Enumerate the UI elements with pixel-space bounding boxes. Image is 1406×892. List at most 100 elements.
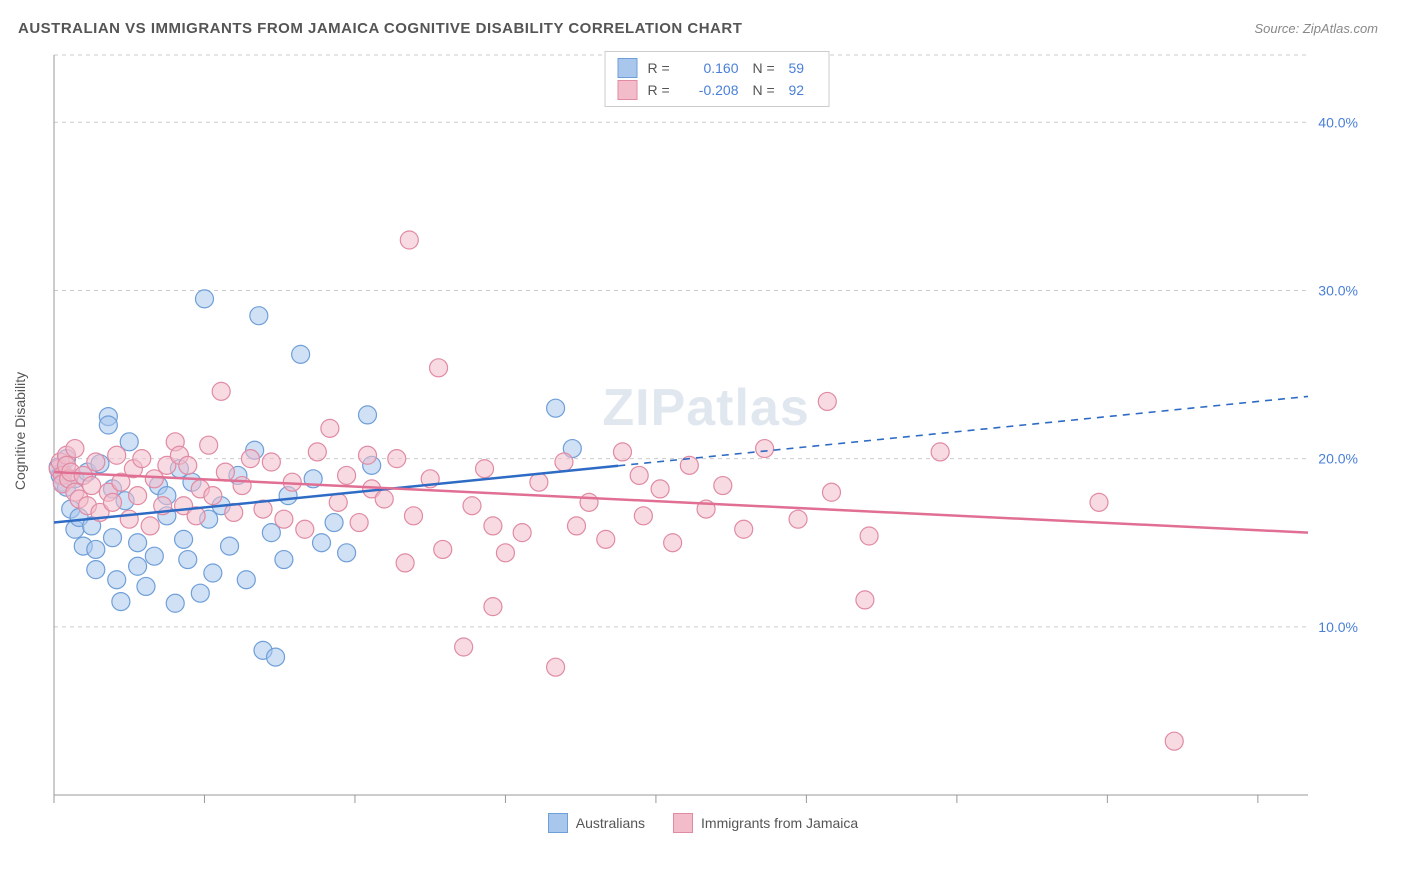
jamaica-point — [83, 477, 101, 495]
source-label: Source: ZipAtlas.com — [1254, 21, 1378, 36]
jamaica-swatch-icon — [673, 813, 693, 833]
jamaica-point — [350, 514, 368, 532]
australians-point — [221, 537, 239, 555]
jamaica-point — [87, 453, 105, 471]
australians-point — [313, 534, 331, 552]
jamaica-point — [212, 382, 230, 400]
jamaica-point — [664, 534, 682, 552]
legend-row-jamaica: R = -0.208 N = 92 — [618, 79, 817, 101]
jamaica-point — [735, 520, 753, 538]
jamaica-point — [568, 517, 586, 535]
australians-point — [99, 416, 117, 434]
australians-point — [275, 551, 293, 569]
australians-point — [129, 534, 147, 552]
jamaica-point — [216, 463, 234, 481]
jamaica-point — [388, 450, 406, 468]
svg-text:40.0%: 40.0% — [1318, 114, 1358, 130]
australians-point — [237, 571, 255, 589]
australians-swatch — [618, 58, 638, 78]
australians-point — [137, 577, 155, 595]
n-value: 59 — [789, 60, 817, 76]
jamaica-point — [375, 490, 393, 508]
jamaica-point — [396, 554, 414, 572]
jamaica-point — [404, 507, 422, 525]
jamaica-point — [860, 527, 878, 545]
australians-point — [204, 564, 222, 582]
australians-point — [250, 307, 268, 325]
jamaica-point — [756, 440, 774, 458]
svg-text:10.0%: 10.0% — [1318, 619, 1358, 635]
scatter-chart: 10.0%20.0%30.0%40.0%0.0%30.0%ZIPatlas — [48, 51, 1368, 811]
legend-label: Australians — [576, 815, 645, 831]
jamaica-point — [651, 480, 669, 498]
n-value: 92 — [789, 82, 817, 98]
australians-point — [175, 530, 193, 548]
jamaica-point — [430, 359, 448, 377]
jamaica-point — [262, 453, 280, 471]
jamaica-point — [141, 517, 159, 535]
australians-point — [166, 594, 184, 612]
jamaica-point — [634, 507, 652, 525]
jamaica-point — [555, 453, 573, 471]
jamaica-trendline — [54, 472, 1308, 533]
jamaica-point — [108, 446, 126, 464]
jamaica-point — [204, 487, 222, 505]
jamaica-point — [129, 487, 147, 505]
correlation-legend: R =0.160N =59R =-0.208N =92 — [605, 51, 830, 107]
jamaica-point — [580, 493, 598, 511]
australians-point — [359, 406, 377, 424]
jamaica-point — [822, 483, 840, 501]
r-value: -0.208 — [684, 82, 739, 98]
jamaica-point — [513, 524, 531, 542]
jamaica-point — [321, 419, 339, 437]
australians-point — [292, 345, 310, 363]
r-label: R = — [648, 82, 674, 98]
jamaica-point — [1165, 732, 1183, 750]
jamaica-point — [338, 466, 356, 484]
legend-item-jamaica: Immigrants from Jamaica — [673, 813, 858, 833]
jamaica-point — [818, 392, 836, 410]
legend-row-australians: R =0.160N =59 — [618, 57, 817, 79]
chart-area: Cognitive Disability 10.0%20.0%30.0%40.0… — [48, 51, 1386, 811]
jamaica-point — [496, 544, 514, 562]
jamaica-point — [66, 440, 84, 458]
n-label: N = — [753, 82, 779, 98]
svg-text:ZIPatlas: ZIPatlas — [602, 379, 809, 437]
svg-text:20.0%: 20.0% — [1318, 451, 1358, 467]
svg-text:30.0%: 30.0% — [1318, 282, 1358, 298]
australians-point — [338, 544, 356, 562]
jamaica-point — [104, 493, 122, 511]
chart-title: AUSTRALIAN VS IMMIGRANTS FROM JAMAICA CO… — [18, 20, 742, 37]
australians-point — [267, 648, 285, 666]
australians-point — [547, 399, 565, 417]
jamaica-point — [931, 443, 949, 461]
jamaica-point — [714, 477, 732, 495]
n-label: N = — [753, 60, 779, 76]
australians-point — [179, 551, 197, 569]
australians-point — [145, 547, 163, 565]
australians-point — [112, 593, 130, 611]
jamaica-point — [476, 460, 494, 478]
r-label: R = — [648, 60, 674, 76]
australians-point — [129, 557, 147, 575]
jamaica-point — [296, 520, 314, 538]
jamaica-swatch — [618, 80, 638, 100]
australians-point — [108, 571, 126, 589]
jamaica-point — [233, 477, 251, 495]
jamaica-point — [597, 530, 615, 548]
jamaica-point — [484, 517, 502, 535]
legend-item-australians: Australians — [548, 813, 645, 833]
jamaica-point — [856, 591, 874, 609]
jamaica-point — [530, 473, 548, 491]
australians-point — [191, 584, 209, 602]
jamaica-point — [630, 466, 648, 484]
jamaica-point — [484, 598, 502, 616]
australians-point — [104, 529, 122, 547]
jamaica-point — [613, 443, 631, 461]
australians-point — [325, 514, 343, 532]
y-axis-label: Cognitive Disability — [12, 372, 28, 490]
legend-label: Immigrants from Jamaica — [701, 815, 858, 831]
jamaica-point — [455, 638, 473, 656]
jamaica-point — [400, 231, 418, 249]
australians-point — [195, 290, 213, 308]
